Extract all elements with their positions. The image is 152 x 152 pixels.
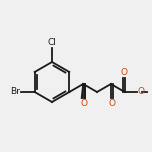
Text: Br: Br <box>10 88 20 97</box>
Text: Cl: Cl <box>48 38 56 47</box>
Text: O: O <box>108 99 115 108</box>
Text: O: O <box>138 88 145 97</box>
Text: O: O <box>120 68 127 77</box>
Text: O: O <box>81 99 88 108</box>
